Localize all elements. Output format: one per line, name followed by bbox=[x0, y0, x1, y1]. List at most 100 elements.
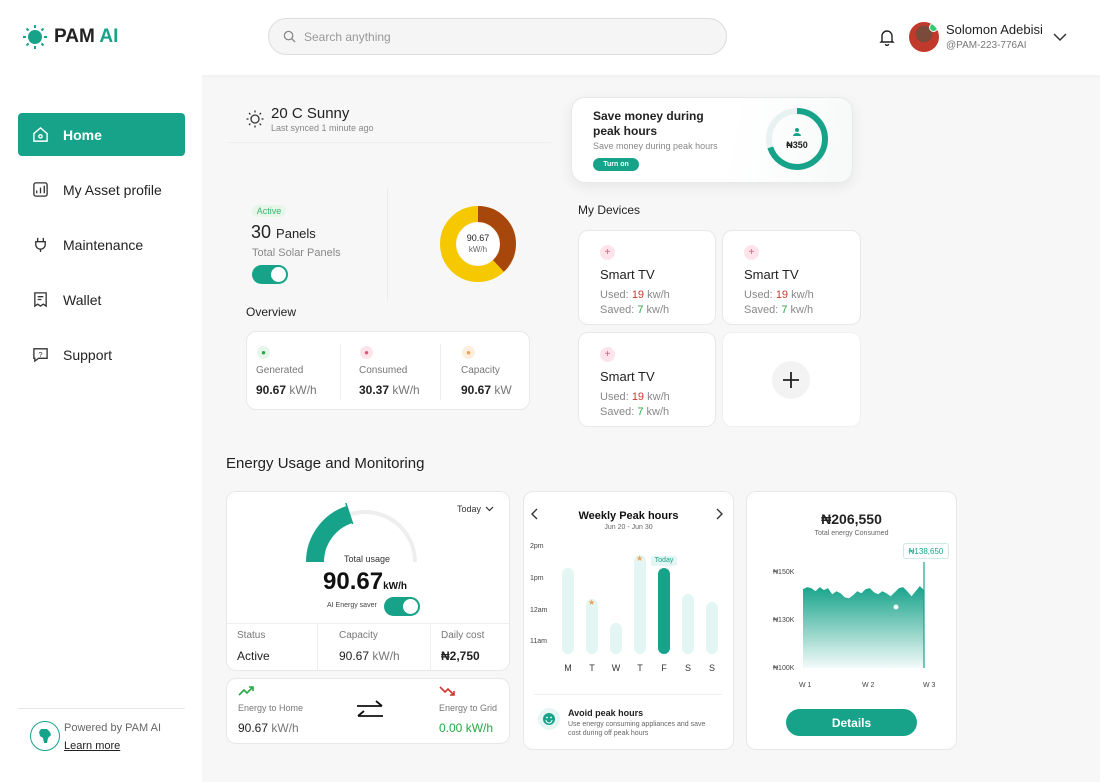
add-device-card[interactable] bbox=[722, 332, 861, 427]
divider bbox=[387, 188, 388, 301]
plug-icon bbox=[35, 237, 46, 253]
user-icon bbox=[793, 128, 801, 136]
promo-title: Save money during peak hours bbox=[593, 109, 704, 138]
chevron-right-icon[interactable] bbox=[714, 508, 724, 520]
device-saved: Saved: 7 kw/h bbox=[600, 406, 670, 418]
device-used: Used: 19 kw/h bbox=[600, 289, 670, 301]
weather-temp: 20 C Sunny bbox=[271, 105, 350, 122]
add-device-button[interactable] bbox=[772, 361, 810, 399]
sun-icon bbox=[246, 110, 264, 128]
device-name: Smart TV bbox=[600, 267, 655, 282]
sidebar-item-label: Maintenance bbox=[63, 236, 144, 253]
chevron-left-icon[interactable] bbox=[530, 508, 540, 520]
turn-on-button[interactable]: Turn on bbox=[593, 158, 639, 171]
search-input[interactable] bbox=[304, 29, 684, 44]
capacity-label: Capacity bbox=[461, 365, 500, 376]
capacity-value: 90.67 kW bbox=[461, 383, 512, 397]
powered-by: Powered by PAM AI bbox=[64, 722, 162, 734]
energy-flow-card: Energy to Home 90.67 kW/h Energy to Grid… bbox=[226, 678, 510, 744]
device-icon: + bbox=[600, 245, 615, 260]
ai-saver-label: AI Energy saver bbox=[327, 602, 377, 609]
device-used: Used: 19 kw/h bbox=[600, 391, 670, 403]
search-bar[interactable] bbox=[268, 18, 727, 55]
donut-unit: kW/h bbox=[469, 245, 487, 254]
y-label: ₦130K bbox=[773, 617, 795, 624]
divider bbox=[317, 623, 318, 670]
device-card[interactable]: + Smart TV Used: 19 kw/h Saved: 7 kw/h bbox=[578, 332, 716, 427]
divider bbox=[430, 623, 431, 670]
sidebar-item-label: My Asset profile bbox=[63, 181, 162, 198]
divider bbox=[340, 344, 341, 400]
ai-saver-toggle[interactable] bbox=[384, 597, 420, 616]
peak-star-icon: ★ bbox=[588, 598, 596, 607]
sidebar-item-support[interactable]: ? Support bbox=[18, 333, 185, 376]
sidebar-item-label: Wallet bbox=[63, 291, 102, 308]
sidebar-item-asset-profile[interactable]: My Asset profile bbox=[18, 168, 185, 211]
details-button[interactable]: Details bbox=[786, 709, 917, 736]
africa-icon bbox=[30, 721, 60, 751]
bell-icon[interactable] bbox=[878, 28, 896, 46]
sidebar-item-home[interactable]: Home bbox=[18, 113, 185, 156]
promo-card: Save money during peak hours Save money … bbox=[571, 97, 853, 183]
y-label: ₦100K bbox=[773, 665, 795, 672]
plus-icon bbox=[783, 372, 799, 388]
logo[interactable]: PAM AI bbox=[22, 24, 118, 50]
chart-tooltip: ₦138,650 bbox=[903, 543, 949, 559]
weather-synced: Last synced 1 minute ago bbox=[271, 123, 374, 133]
usage-gauge bbox=[306, 502, 424, 563]
swap-icon bbox=[357, 700, 383, 717]
to-home-value: 90.67 kW/h bbox=[238, 721, 299, 735]
consumed-value: ₦206,550 bbox=[821, 511, 882, 527]
sidebar-item-wallet[interactable]: Wallet bbox=[18, 278, 185, 321]
home-icon bbox=[33, 126, 48, 142]
chevron-down-icon bbox=[485, 506, 494, 512]
day-label: F bbox=[661, 663, 667, 673]
learn-more-link[interactable]: Learn more bbox=[64, 740, 121, 752]
avatar[interactable] bbox=[909, 22, 939, 52]
sidebar-item-label: Support bbox=[63, 346, 113, 363]
weekly-bar bbox=[706, 602, 718, 654]
day-label: S bbox=[708, 663, 715, 673]
energy-consumed-card: ₦206,550 Total energy Consumed ₦138,650 … bbox=[746, 491, 957, 750]
generated-icon: ● bbox=[257, 346, 270, 359]
tip-title: Avoid peak hours bbox=[568, 708, 644, 718]
svg-text:?: ? bbox=[38, 350, 42, 359]
to-grid-label: Energy to Grid bbox=[439, 703, 498, 713]
consumed-label: Total energy Consumed bbox=[814, 530, 889, 537]
devices-title: My Devices bbox=[578, 203, 641, 217]
stat-cost-label: Daily cost bbox=[441, 630, 485, 641]
sidebar-item-maintenance[interactable]: Maintenance bbox=[18, 223, 185, 266]
y-label: 11am bbox=[530, 638, 547, 645]
panels-donut: 90.67 kW/h bbox=[440, 206, 516, 282]
header: PAM AI Solomon Adebisi @PAM-223-776AI bbox=[0, 0, 1100, 75]
day-label: T bbox=[637, 663, 643, 673]
to-grid-value: 0.00 kW/h bbox=[439, 721, 494, 735]
consumed-icon: ● bbox=[360, 346, 373, 359]
weekly-bar bbox=[682, 594, 694, 654]
weekly-bar bbox=[586, 599, 598, 654]
panels-toggle[interactable] bbox=[252, 265, 288, 284]
device-saved: Saved: 7 kw/h bbox=[600, 304, 670, 316]
weekly-peak-card: Weekly Peak hours Jun 20 - Jun 30 2pm 1p… bbox=[523, 491, 734, 750]
stat-status-label: Status bbox=[237, 630, 266, 641]
sun-logo-icon bbox=[23, 25, 47, 49]
day-label: S bbox=[684, 663, 691, 673]
chevron-down-icon[interactable] bbox=[1052, 32, 1068, 42]
device-card[interactable]: + Smart TV Used: 19 kw/h Saved: 7 kw/h bbox=[722, 230, 861, 325]
energy-section-title: Energy Usage and Monitoring bbox=[226, 455, 425, 472]
today-label: Today bbox=[651, 556, 677, 566]
divider bbox=[227, 623, 509, 624]
overview-title: Overview bbox=[246, 305, 297, 319]
day-label: M bbox=[564, 663, 572, 673]
wallet-icon bbox=[34, 292, 47, 308]
stat-capacity-label: Capacity bbox=[339, 630, 378, 641]
sidebar-item-label: Home bbox=[63, 126, 102, 143]
device-card[interactable]: + Smart TV Used: 19 kw/h Saved: 7 kw/h bbox=[578, 230, 716, 325]
weekly-title: Weekly Peak hours bbox=[578, 510, 679, 522]
generated-label: Generated bbox=[256, 365, 304, 376]
period-select[interactable]: Today bbox=[457, 504, 494, 514]
x-label: W 1 bbox=[799, 682, 812, 689]
total-usage-value: 90.67kW/h bbox=[323, 568, 407, 595]
consumed-value: 30.37 kW/h bbox=[359, 383, 420, 397]
divider bbox=[440, 344, 441, 400]
